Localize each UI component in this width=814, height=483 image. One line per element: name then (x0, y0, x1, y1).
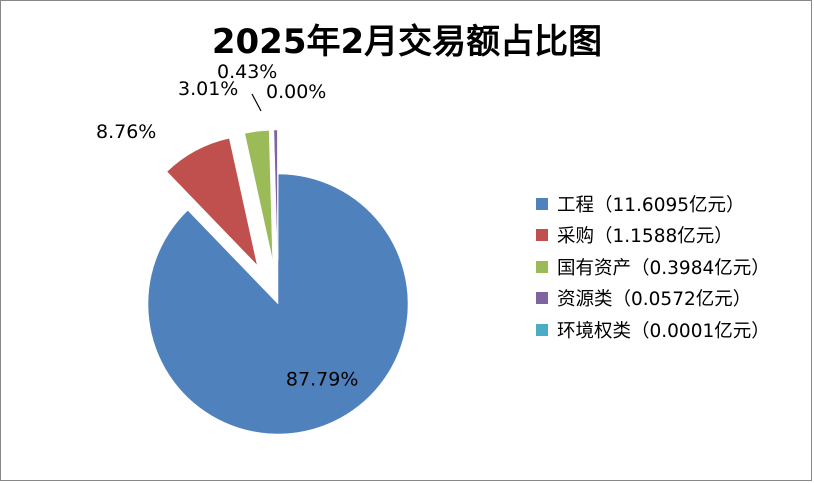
legend-swatch (536, 292, 548, 305)
data-label: 8.76% (96, 121, 156, 143)
legend-swatch (536, 197, 548, 210)
slice-procurement (166, 137, 258, 267)
leader-line (251, 93, 262, 112)
legend-label: 采购（1.1588亿元） (557, 226, 733, 248)
legend-swatch (536, 323, 548, 336)
legend-swatch (536, 260, 548, 273)
legend-item-environmental-rights: 环境权类（0.0001亿元） (536, 314, 770, 346)
chart-title: 2025年2月交易额占比图 (211, 22, 603, 62)
data-label: 3.01% (178, 78, 238, 100)
legend-label: 工程（11.6095亿元） (557, 194, 745, 216)
legend: 工程（11.6095亿元） 采购（1.1588亿元） 国有资产（0.3984亿元… (536, 188, 770, 346)
legend-item-engineering: 工程（11.6095亿元） (536, 188, 770, 220)
slice-engineering (147, 173, 409, 435)
legend-item-resources: 资源类（0.0572亿元） (536, 283, 770, 315)
slice-state-assets (244, 130, 273, 261)
data-label: 0.00% (266, 81, 326, 103)
legend-label: 资源类（0.0572亿元） (557, 289, 752, 311)
legend-label: 环境权类（0.0001亿元） (557, 320, 770, 342)
legend-item-state-assets: 国有资产（0.3984亿元） (536, 251, 770, 283)
data-label: 0.43% (217, 61, 277, 83)
legend-item-procurement: 采购（1.1588亿元） (536, 220, 770, 252)
slice-resources (273, 129, 278, 261)
data-label: 87.79% (286, 369, 358, 391)
legend-swatch (536, 229, 548, 242)
legend-label: 国有资产（0.3984亿元） (557, 257, 770, 279)
